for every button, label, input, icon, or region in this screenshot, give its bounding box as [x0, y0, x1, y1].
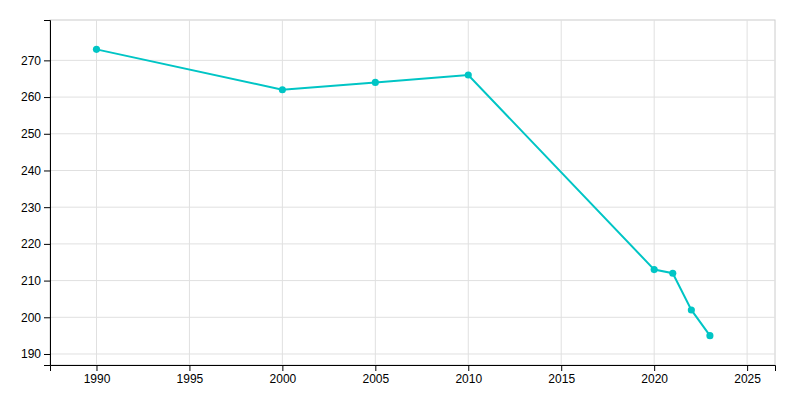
y-axis-tick-mark	[44, 207, 50, 208]
x-axis-tick: 2005	[362, 365, 389, 386]
x-axis-tick-label: 2025	[734, 372, 761, 386]
x-axis-tick-label: 2015	[548, 372, 575, 386]
grid-line-x	[747, 20, 748, 365]
y-axis: 190 200 210 220 230 240 250 260 270	[21, 21, 51, 366]
y-axis-tick-mark	[44, 60, 50, 61]
y-axis-tick-label: 210	[21, 274, 41, 288]
x-axis-tick-mark	[468, 365, 469, 371]
y-axis-tick: 250	[21, 127, 50, 141]
y-axis-tick-label: 270	[21, 54, 41, 68]
grid-line-y	[50, 60, 775, 61]
grid-line-y	[50, 133, 775, 134]
grid-line-x	[375, 20, 376, 365]
y-axis-tick-label: 220	[21, 237, 41, 251]
x-axis-tick-mark	[189, 365, 190, 371]
x-axis-tick-mark	[282, 365, 283, 371]
y-axis-line	[44, 21, 51, 366]
y-axis-tick-label: 190	[21, 347, 41, 361]
chart-container: 1990 1995 2000 2005 2010 2015 2020 2025 190 200 21…	[0, 0, 800, 400]
point	[372, 79, 379, 86]
grid-line-y	[50, 170, 775, 171]
y-axis-tick-label: 200	[21, 311, 41, 325]
plot: 1990 1995 2000 2005 2010 2015 2020 2025 190 200 21…	[21, 20, 776, 386]
x-axis-tick-label: 2010	[455, 372, 482, 386]
line	[96, 49, 709, 335]
y-axis-tick-label: 250	[21, 127, 41, 141]
x-axis-tick-mark	[375, 365, 376, 371]
x-axis-line	[51, 366, 776, 372]
x-axis-tick-mark	[654, 365, 655, 371]
grid-line-y	[50, 353, 775, 354]
y-axis-tick-mark	[44, 317, 50, 318]
grid	[50, 20, 775, 365]
y-axis-tick: 270	[21, 54, 50, 68]
y-axis-tick: 190	[21, 347, 50, 361]
y-axis-tick: 210	[21, 274, 50, 288]
point	[465, 71, 472, 78]
grid-line-x	[654, 20, 655, 365]
x-axis-tick: 1990	[84, 365, 111, 386]
y-axis-tick-mark	[44, 134, 50, 135]
point	[93, 46, 100, 53]
point	[706, 332, 713, 339]
x-axis-tick: 2000	[270, 365, 297, 386]
x-axis-tick: 2020	[641, 365, 668, 386]
grid-line-x	[282, 20, 283, 365]
y-axis-tick-label: 260	[21, 90, 41, 104]
grid-line-x	[96, 20, 97, 365]
y-axis-tick-mark	[44, 354, 50, 355]
x-axis-tick-label: 1995	[177, 372, 204, 386]
y-axis-tick-label: 240	[21, 164, 41, 178]
y-axis-tick: 230	[21, 201, 50, 215]
y-axis-tick-mark	[44, 281, 50, 282]
data-layer	[93, 46, 714, 339]
x-axis-tick-mark	[747, 365, 748, 371]
x-axis-tick-label: 1990	[84, 372, 111, 386]
x-axis-tick-label: 2020	[641, 372, 668, 386]
x-axis-tick-mark	[561, 365, 562, 371]
grid-line-x	[561, 20, 562, 365]
grid-line-y	[50, 280, 775, 281]
y-axis-tick-mark	[44, 244, 50, 245]
y-axis-tick-mark	[44, 170, 50, 171]
grid-line-y	[50, 243, 775, 244]
point	[651, 266, 658, 273]
y-axis-tick-mark	[44, 97, 50, 98]
y-axis-tick-label: 230	[21, 201, 41, 215]
x-axis-tick-mark	[96, 365, 97, 371]
grid-line-y	[50, 317, 775, 318]
x-axis: 1990 1995 2000 2005 2010 2015 2020 2025	[51, 365, 776, 386]
chart-svg: 1990 1995 2000 2005 2010 2015 2020 2025 190 200 21…	[0, 0, 800, 400]
y-axis-tick: 220	[21, 237, 50, 251]
x-axis-tick: 1995	[177, 365, 204, 386]
plot-frame	[50, 20, 775, 365]
point	[669, 270, 676, 277]
y-axis-tick: 240	[21, 164, 50, 178]
grid-line-y	[50, 207, 775, 208]
x-axis-tick-label: 2005	[362, 372, 389, 386]
x-axis-tick-label: 2000	[270, 372, 297, 386]
grid-line-x	[189, 20, 190, 365]
point	[279, 86, 286, 93]
x-axis-tick: 2015	[548, 365, 575, 386]
y-axis-tick: 260	[21, 90, 50, 104]
grid-line-y	[50, 97, 775, 98]
x-axis-tick: 2010	[455, 365, 482, 386]
point	[688, 306, 695, 313]
x-axis-tick: 2025	[734, 365, 761, 386]
y-axis-tick: 200	[21, 311, 50, 325]
